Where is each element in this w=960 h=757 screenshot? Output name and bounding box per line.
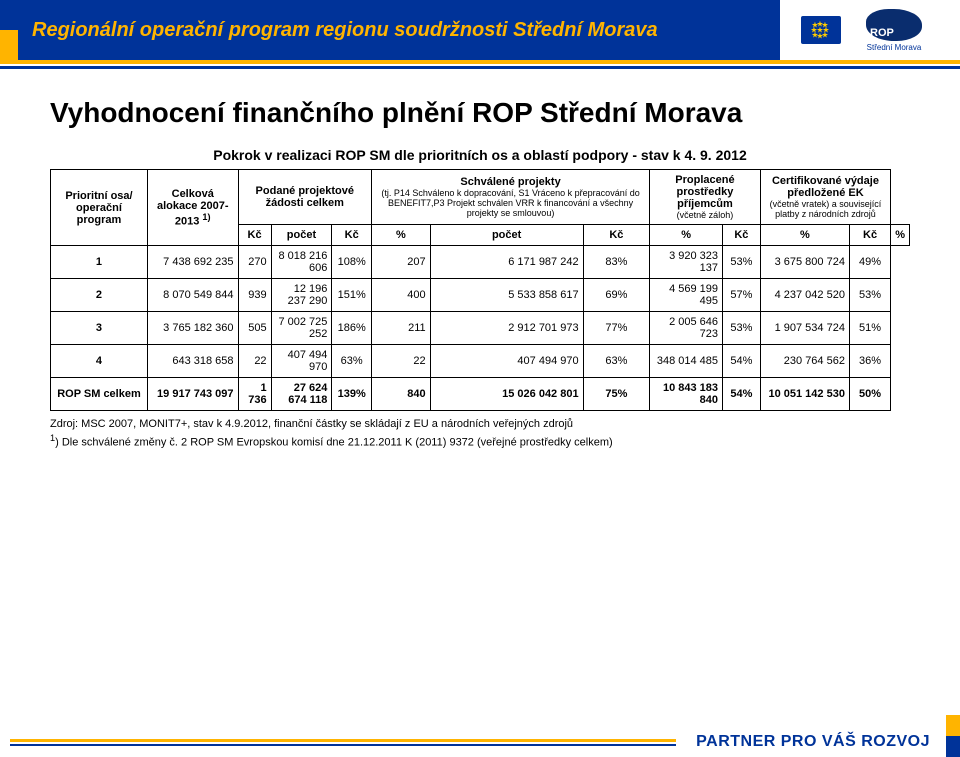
th-paid-text: Proplacené prostředky příjemcům — [675, 174, 734, 210]
u-cert-kc: Kč — [849, 225, 890, 246]
header-logos: Střední Morava — [780, 0, 960, 60]
u-app-pct: % — [650, 225, 723, 246]
page-title: Vyhodnocení finančního plnění ROP Středn… — [50, 97, 910, 129]
table-row: 33 765 182 3605057 002 725 252186%2112 9… — [51, 312, 910, 345]
th-paid-sub: (včetně záloh) — [654, 210, 756, 220]
page-subtitle: Pokrok v realizaci ROP SM dle prioritníc… — [50, 147, 910, 163]
program-title: Regionální operační program regionu soud… — [18, 0, 780, 60]
table-summary-row: ROP SM celkem19 917 743 0971 73627 624 6… — [51, 378, 910, 411]
table-row: 28 070 549 84493912 196 237 290151%4005 … — [51, 279, 910, 312]
u-req-kc: Kč — [332, 225, 372, 246]
th-approved: Schválené projekty (tj. P14 Schváleno k … — [372, 170, 650, 225]
footnote-1: Zdroj: MSC 2007, MONIT7+, stav k 4.9.201… — [50, 417, 910, 432]
th-paid: Proplacené prostředky příjemcům (včetně … — [650, 170, 761, 225]
footnote-2-text: ) Dle schválené změny č. 2 ROP SM Evrops… — [55, 437, 613, 449]
divider-yellow — [0, 60, 960, 64]
u-cert-pct: % — [891, 225, 910, 246]
th-alloc: Celková alokace 2007-2013 1) — [147, 170, 238, 246]
u-req-n: počet — [271, 225, 332, 246]
th-axis: Prioritní osa/ operační program — [51, 170, 148, 246]
th-alloc-sup: 1) — [202, 212, 210, 222]
table-row: 17 438 692 2352708 018 216 606108%2076 1… — [51, 246, 910, 279]
u-alloc-kc: Kč — [238, 225, 271, 246]
partner-tagline: PARTNER PRO VÁŠ ROZVOJ — [696, 733, 930, 751]
u-app-kc: Kč — [583, 225, 650, 246]
rop-logo: Střední Morava — [849, 1, 939, 59]
left-stripe — [0, 0, 18, 60]
eu-flag-icon — [801, 16, 841, 44]
finance-table: Prioritní osa/ operační program Celková … — [50, 169, 910, 411]
th-alloc-text: Celková alokace 2007-2013 — [157, 188, 229, 228]
page-content: Vyhodnocení finančního plnění ROP Středn… — [0, 69, 960, 451]
rop-sublabel: Střední Morava — [867, 43, 922, 52]
u-paid-pct: % — [760, 225, 849, 246]
footnote-2: 1) Dle schválené změny č. 2 ROP SM Evrop… — [50, 432, 910, 451]
th-requests: Podané projektové žádosti celkem — [238, 170, 371, 225]
footer: PARTNER PRO VÁŠ ROZVOJ — [0, 727, 960, 757]
footer-rules — [10, 739, 676, 746]
header-banner: Regionální operační program regionu soud… — [0, 0, 960, 60]
rop-shape-icon — [866, 9, 922, 41]
u-paid-kc: Kč — [723, 225, 761, 246]
u-req-pct: % — [372, 225, 431, 246]
footnotes: Zdroj: MSC 2007, MONIT7+, stav k 4.9.201… — [50, 417, 910, 451]
th-cert: Certifikované výdaje předložené EK (včet… — [760, 170, 890, 225]
th-approved-sub: (tj. P14 Schváleno k dopracování, S1 Vrá… — [376, 188, 645, 218]
table-row: 4643 318 65822407 494 97063%22407 494 97… — [51, 345, 910, 378]
th-cert-sub: (včetně vratek) a související platby z n… — [765, 199, 886, 219]
footer-stripe — [946, 715, 960, 757]
th-approved-text: Schválené projekty — [460, 176, 560, 188]
u-app-n: počet — [430, 225, 583, 246]
th-cert-text: Certifikované výdaje předložené EK — [772, 175, 879, 199]
